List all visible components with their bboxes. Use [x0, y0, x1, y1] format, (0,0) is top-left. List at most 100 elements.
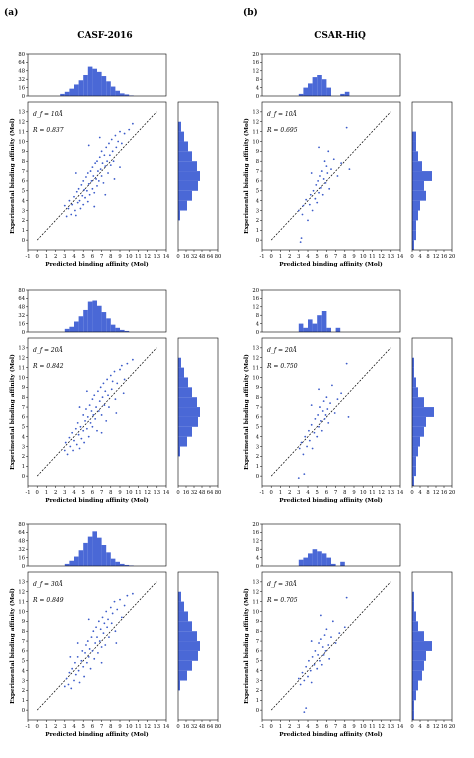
scatter-point — [98, 640, 101, 642]
scatter-point — [76, 642, 79, 644]
scatter-point — [107, 394, 109, 397]
scatter-point — [104, 165, 107, 168]
scatter-point — [71, 431, 74, 434]
scatter-point — [308, 429, 310, 432]
scatter-point — [105, 419, 108, 422]
scatter-point — [323, 418, 326, 420]
scatter-point — [82, 429, 85, 432]
scatter-point — [310, 423, 313, 426]
right-hist-bar — [412, 650, 426, 661]
top-hist-bar — [326, 557, 331, 566]
scatter-point — [131, 122, 134, 125]
right-hist-bar — [178, 660, 192, 671]
top-hist-bar — [331, 563, 336, 566]
scatter-point — [305, 665, 308, 668]
y-tick-label: 8 — [22, 159, 25, 165]
right-hist-tick-label: 8 — [426, 490, 429, 496]
right-hist-frame — [177, 337, 219, 487]
scatter-point — [111, 380, 114, 383]
top-hist-bar — [120, 93, 125, 96]
scatter-point — [91, 166, 94, 169]
scatter-point — [94, 162, 97, 165]
top-hist-bar — [64, 328, 70, 332]
top-hist-tick-label: 16 — [252, 60, 259, 66]
scatter-point — [119, 368, 121, 371]
scatter-point — [327, 150, 330, 153]
x-tick-label: 5 — [316, 490, 319, 496]
y-tick-label: 4 — [256, 198, 260, 204]
y-tick-label: 9 — [22, 149, 25, 155]
x-tick-label: 7 — [334, 254, 337, 260]
top-hist-bar — [78, 550, 84, 566]
x-tick-label: 1 — [45, 724, 48, 730]
right-hist-frame — [411, 101, 453, 251]
x-tick-label: 1 — [279, 254, 282, 260]
top-hist-tick-label: 48 — [18, 69, 25, 75]
scatter-point — [100, 175, 103, 177]
right-hist-tick-label: 48 — [199, 724, 206, 730]
scatter-point — [319, 186, 322, 189]
scatter-point — [116, 608, 119, 611]
scatter-point — [343, 626, 346, 629]
top-hist-bar — [321, 79, 327, 96]
right-hist-bar — [412, 171, 432, 181]
scatter-point — [100, 646, 103, 648]
scatter-frame — [27, 337, 167, 487]
right-hist-bar — [178, 650, 198, 661]
top-hist-tick-label: 0 — [22, 94, 25, 100]
top-hist-tick-label: 32 — [18, 313, 25, 319]
scatter-point — [97, 620, 100, 623]
right-hist-bar — [412, 416, 426, 427]
y-tick-label: 7 — [22, 405, 25, 411]
top-hist-tick-label: 16 — [252, 530, 259, 536]
y-tick-label: 11 — [252, 129, 259, 135]
scatter-point — [80, 183, 83, 186]
y-tick-label: 11 — [18, 599, 25, 605]
right-hist-bar — [412, 397, 424, 408]
scatter-point — [92, 630, 95, 633]
top-hist-bar — [298, 559, 304, 566]
top-hist-bar — [74, 556, 79, 566]
scatter-point — [73, 679, 75, 682]
x-tick-label: -1 — [25, 254, 30, 260]
x-tick-label: 1 — [45, 254, 48, 260]
x-tick-label: 14 — [397, 490, 404, 496]
top-hist-bar — [101, 545, 107, 566]
x-tick-label: 12 — [144, 724, 151, 730]
right-hist-bar — [178, 151, 192, 162]
x-tick-label: 9 — [118, 490, 121, 496]
scatter-point — [87, 435, 90, 438]
y-tick-label: 3 — [22, 678, 25, 684]
scatter-point — [88, 193, 91, 196]
top-hist-tick-label: 16 — [252, 296, 259, 302]
scatter-point — [314, 418, 317, 420]
scatter-point — [302, 204, 305, 207]
panel-annotation: d_f = 10Å — [267, 110, 297, 118]
scatter-point — [319, 406, 321, 408]
top-hist-bar — [78, 316, 84, 332]
scatter-point — [108, 636, 110, 639]
scatter-point — [106, 626, 109, 629]
y-tick-label: 4 — [22, 668, 26, 674]
y-tick-label: 12 — [18, 120, 25, 126]
scatter-point — [122, 392, 125, 395]
scatter-point — [94, 418, 97, 420]
y-tick-label: 2 — [22, 454, 25, 460]
scatter-point — [82, 414, 85, 416]
scatter-point — [317, 180, 320, 182]
panel-label-a: (a) — [4, 7, 18, 18]
x-tick-label: 6 — [91, 724, 94, 730]
top-hist-tick-label: 0 — [22, 564, 25, 570]
panel-annotation: R = 0.849 — [32, 597, 64, 604]
x-tick-label: 13 — [387, 724, 394, 730]
y-tick-label: 5 — [256, 425, 259, 431]
scatter-point — [331, 384, 333, 387]
top-hist-tick-label: 80 — [18, 52, 25, 58]
top-hist-bar — [97, 537, 102, 566]
scatter-point — [298, 447, 301, 450]
scatter-point — [110, 622, 113, 625]
top-hist-tick-label: 0 — [256, 94, 259, 100]
scatter-point — [318, 388, 320, 391]
y-tick-label: 9 — [256, 149, 259, 155]
